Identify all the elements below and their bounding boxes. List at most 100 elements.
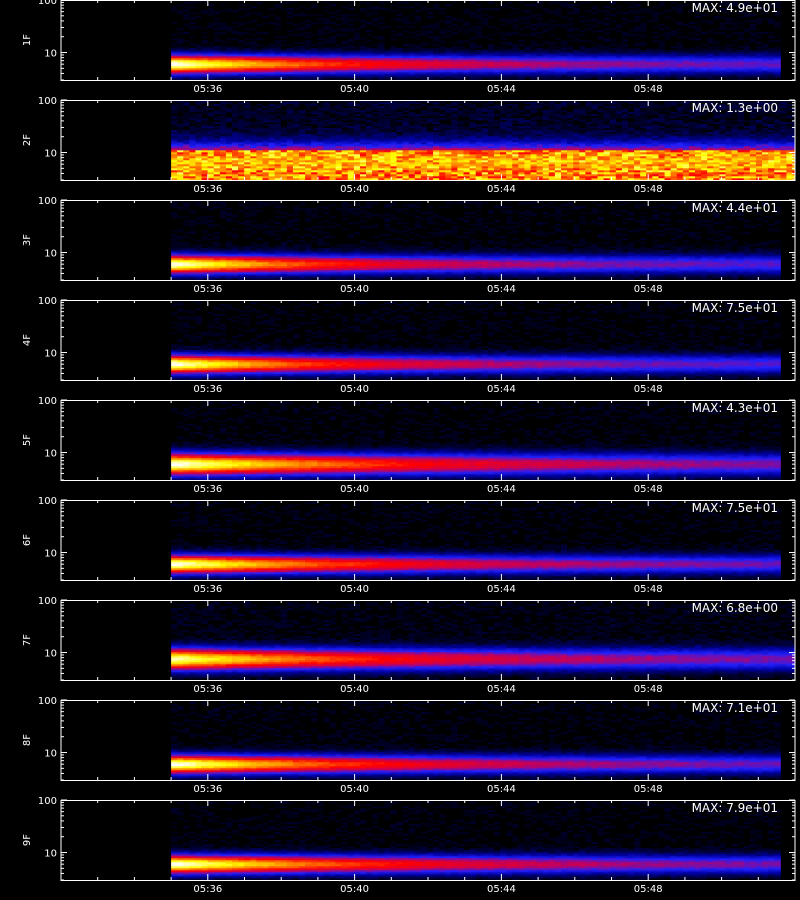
heatmap-cell bbox=[591, 66, 598, 69]
heatmap-cell bbox=[201, 170, 208, 173]
heatmap-cell bbox=[426, 118, 434, 121]
heatmap-cell bbox=[481, 72, 489, 75]
heatmap-cell bbox=[554, 50, 562, 53]
heatmap-cell bbox=[433, 56, 440, 59]
heatmap-cell bbox=[238, 164, 245, 167]
heatmap-cell bbox=[658, 44, 665, 47]
heatmap-cell bbox=[591, 12, 598, 15]
heatmap-cell bbox=[390, 34, 397, 37]
heatmap-cell bbox=[640, 74, 647, 77]
heatmap-cell bbox=[554, 156, 562, 159]
heatmap-cell bbox=[658, 54, 665, 57]
heatmap-cell bbox=[299, 66, 306, 69]
heatmap-cell bbox=[177, 164, 184, 167]
heatmap-cell bbox=[408, 46, 416, 49]
heatmap-cell bbox=[183, 140, 190, 143]
heatmap-cell bbox=[171, 38, 178, 41]
heatmap-cell bbox=[652, 32, 659, 35]
heatmap-cell bbox=[780, 30, 781, 33]
heatmap-cell bbox=[189, 122, 196, 125]
heatmap-cell bbox=[420, 8, 428, 11]
heatmap-cell bbox=[463, 160, 470, 163]
heatmap-cell bbox=[329, 164, 336, 167]
heatmap-cell bbox=[457, 54, 464, 57]
heatmap-cell bbox=[640, 36, 647, 39]
heatmap-cell bbox=[378, 26, 385, 29]
heatmap-cell bbox=[256, 146, 263, 149]
heatmap-cell bbox=[420, 160, 428, 163]
heatmap-cell bbox=[219, 174, 227, 177]
heatmap-cell bbox=[469, 42, 477, 45]
heatmap-cell bbox=[585, 56, 592, 59]
heatmap-cell bbox=[475, 76, 483, 79]
heatmap-cell bbox=[506, 158, 513, 161]
heatmap-cell bbox=[366, 152, 373, 155]
heatmap-cell bbox=[244, 60, 251, 63]
heatmap-cell bbox=[481, 174, 489, 177]
heatmap-cell bbox=[433, 66, 440, 69]
heatmap-cell bbox=[305, 24, 312, 27]
heatmap-cell bbox=[225, 52, 233, 55]
heatmap-cell bbox=[554, 52, 562, 55]
heatmap-cell bbox=[640, 52, 647, 55]
heatmap-cell bbox=[628, 48, 635, 51]
heatmap-cell bbox=[347, 60, 355, 63]
heatmap-cell bbox=[475, 134, 483, 137]
heatmap-cell bbox=[676, 56, 684, 59]
heatmap-cell bbox=[305, 64, 312, 67]
heatmap-cell bbox=[493, 128, 501, 131]
heatmap-cell bbox=[353, 102, 361, 105]
heatmap-cell bbox=[317, 158, 324, 161]
heatmap-cell bbox=[420, 48, 428, 51]
heatmap-cell bbox=[621, 48, 629, 51]
heatmap-cell bbox=[774, 4, 781, 7]
heatmap-cell bbox=[353, 46, 361, 49]
heatmap-cell bbox=[341, 6, 349, 9]
heatmap-cell bbox=[195, 162, 202, 165]
heatmap-cell bbox=[183, 158, 190, 161]
heatmap-cell bbox=[207, 138, 215, 141]
heatmap-cell bbox=[183, 152, 190, 155]
heatmap-cell bbox=[256, 176, 263, 179]
heatmap-cell bbox=[652, 78, 659, 81]
heatmap-cell bbox=[755, 78, 763, 81]
heatmap-cell bbox=[426, 66, 434, 69]
heatmap-cell bbox=[463, 12, 470, 15]
heatmap-cell bbox=[353, 110, 361, 113]
heatmap-cell bbox=[305, 118, 312, 121]
heatmap-cell bbox=[280, 176, 288, 179]
heatmap-cell bbox=[762, 62, 769, 65]
heatmap-cell bbox=[195, 12, 202, 15]
heatmap-cell bbox=[536, 6, 544, 9]
x-tick-label: 05:44 bbox=[487, 84, 516, 95]
heatmap-cell bbox=[439, 106, 446, 109]
heatmap-cell bbox=[183, 76, 190, 79]
heatmap-cell bbox=[762, 8, 769, 11]
heatmap-cell bbox=[256, 62, 263, 65]
heatmap-cell bbox=[536, 166, 544, 169]
heatmap-cell bbox=[341, 126, 349, 129]
heatmap-cell bbox=[609, 74, 617, 77]
heatmap-cell bbox=[225, 58, 233, 61]
heatmap-cell bbox=[274, 40, 282, 43]
heatmap-cell bbox=[737, 26, 745, 29]
heatmap-cell bbox=[548, 102, 556, 105]
heatmap-cell bbox=[737, 6, 745, 9]
heatmap-cell bbox=[609, 58, 617, 61]
heatmap-cell bbox=[561, 52, 568, 55]
heatmap-cell bbox=[457, 100, 464, 103]
heatmap-cell bbox=[335, 60, 342, 63]
heatmap-cell bbox=[445, 64, 452, 67]
heatmap-cell bbox=[487, 152, 495, 155]
heatmap-cell bbox=[238, 174, 245, 177]
heatmap-cell bbox=[390, 48, 397, 51]
heatmap-cell bbox=[725, 2, 732, 5]
heatmap-cell bbox=[238, 178, 245, 181]
heatmap-cell bbox=[171, 22, 178, 25]
heatmap-cell bbox=[189, 174, 196, 177]
heatmap-cell bbox=[688, 10, 696, 13]
heatmap-cell bbox=[554, 78, 562, 81]
heatmap-cell bbox=[658, 72, 665, 75]
heatmap-cell bbox=[219, 168, 227, 171]
heatmap-cell bbox=[585, 24, 592, 27]
